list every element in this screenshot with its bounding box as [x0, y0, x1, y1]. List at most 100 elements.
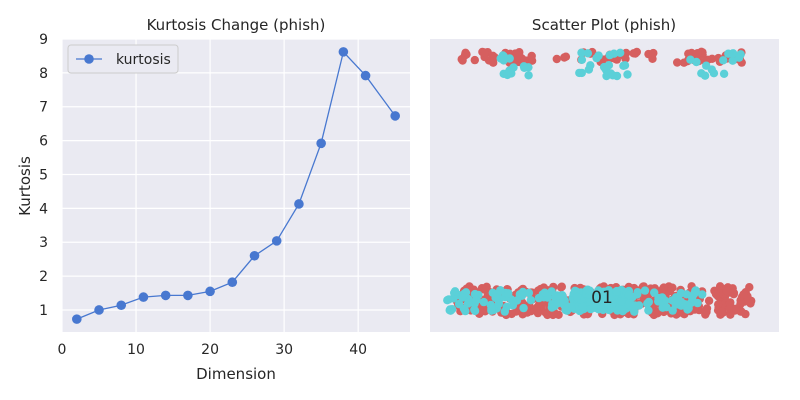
scatter-point-class-1	[578, 302, 587, 312]
scatter-point-class-0	[693, 49, 702, 58]
x-tick-label: 10	[127, 342, 145, 358]
kurtosis-series	[72, 47, 400, 324]
scatter-point-class-1	[688, 293, 697, 303]
scatter-point-class-0	[518, 310, 527, 319]
scatter-point-class-1	[488, 288, 497, 297]
scatter-point-class-1	[570, 286, 580, 295]
kurtosis-point	[360, 70, 371, 81]
y-tick-label: 9	[39, 32, 48, 48]
scatter-point-class-1	[526, 296, 536, 305]
kurtosis-point	[338, 47, 349, 57]
scatter-point-class-0	[673, 58, 682, 67]
scatter-point-class-1	[586, 61, 595, 70]
kurtosis-point	[294, 199, 304, 209]
scatter-point-class-0	[470, 55, 479, 65]
scatter-point-class-1	[693, 298, 702, 308]
scatter-point-class-1	[683, 301, 692, 310]
scatter-point-class-1	[668, 306, 677, 315]
kurtosis-point	[316, 138, 326, 149]
scatter-point-class-1	[616, 297, 626, 306]
scatter-point-class-1	[459, 304, 469, 313]
kurtosis-point	[160, 290, 171, 301]
scatter-point-class-0	[714, 300, 723, 309]
scatter-point-class-1	[502, 302, 511, 311]
scatter-point-class-0	[717, 307, 726, 317]
scatter-point-class-1	[577, 55, 587, 64]
kurtosis-point	[249, 250, 260, 261]
scatter-point-class-1	[612, 71, 622, 81]
scatter-point-class-1	[606, 69, 615, 78]
y-axis-label: Kurtosis	[16, 156, 34, 216]
y-tick-label: 4	[39, 201, 48, 217]
scatter-point-class-0	[561, 52, 571, 61]
scatter-point-class-1	[520, 63, 529, 72]
kurtosis-point	[227, 277, 238, 288]
scatter-point-class-1	[472, 295, 481, 304]
scatter-point-class-0	[679, 58, 689, 67]
y-tick-label: 3	[39, 235, 48, 251]
scatter-point-class-0	[739, 290, 748, 299]
scatter-point-class-1	[517, 291, 527, 300]
scatter-point-class-0	[704, 296, 714, 305]
scatter-point-class-1	[519, 303, 528, 313]
y-tick-label: 5	[39, 167, 48, 183]
left-tick-labels: 0 10 20 30 40 1 2 3 4 5 6 7 8 9	[39, 32, 367, 358]
scatter-point-class-1	[692, 57, 701, 67]
scatter-point-class-1	[458, 293, 467, 302]
scatter-point-class-0	[731, 304, 741, 313]
scatter-point-class-1	[496, 54, 505, 63]
scatter-point-class-1	[583, 49, 593, 58]
scatter-point-class-1	[698, 290, 707, 299]
scatter-point-class-1	[524, 71, 533, 80]
scatter-point-class-1	[625, 298, 635, 307]
scatter-point-class-1	[609, 49, 619, 58]
legend-box	[67, 44, 179, 74]
scatter-point-class-1	[612, 286, 621, 296]
scatter-point-class-1	[524, 288, 534, 298]
scatter-point-class-0	[527, 51, 536, 61]
scatter-point-class-1	[572, 292, 582, 302]
kurtosis-point	[205, 286, 215, 297]
scatter-point-class-1	[496, 286, 505, 296]
scatter-point-class-1	[719, 56, 728, 65]
scatter-point-class-0	[746, 299, 755, 308]
scatter-point-class-0	[711, 289, 721, 299]
scatter-point-class-1	[662, 303, 671, 312]
scatter-point-class-1	[494, 299, 504, 308]
scatter-point-class-1	[602, 297, 611, 306]
kurtosis-point	[94, 305, 104, 315]
y-tick-label: 2	[39, 269, 48, 285]
scatter-point-class-0	[745, 283, 754, 292]
y-tick-label: 6	[39, 134, 48, 150]
scatter-point-class-1	[479, 297, 488, 307]
scatter-point-class-1	[728, 56, 737, 65]
scatter-point-class-1	[547, 287, 556, 296]
scatter-point-class-1	[604, 286, 613, 295]
x-tick-label: 20	[201, 342, 219, 358]
kurtosis-point	[183, 290, 193, 301]
left-chart-title: Kurtosis Change (phish)	[147, 16, 326, 34]
scatter-point-class-1	[719, 69, 729, 79]
y-tick-label: 7	[39, 100, 48, 116]
scatter-point-class-1	[623, 70, 632, 79]
scatter-point-class-1	[592, 300, 601, 309]
scatter-point-class-1	[630, 307, 639, 316]
scatter-point-class-1	[691, 286, 700, 296]
scatter-points	[443, 47, 756, 320]
scatter-point-class-0	[480, 48, 489, 57]
scatter-point-class-1	[650, 288, 659, 297]
x-tick-label: 40	[349, 342, 367, 358]
left-grid	[61, 38, 410, 332]
kurtosis-point	[72, 314, 82, 324]
scatter-point-class-1	[470, 305, 479, 314]
scatter-point-class-0	[701, 307, 710, 316]
right-chart-title: Scatter Plot (phish)	[532, 16, 676, 34]
scatter-point-class-1	[505, 66, 514, 75]
scatter-point-class-1	[619, 61, 628, 70]
x-tick-label: 0	[58, 342, 67, 358]
scatter-point-class-1	[625, 290, 634, 299]
kurtosis-chart: 0 10 20 30 40 1 2 3 4 5 6 7 8 9 Kurtosis Change (phis…	[16, 16, 410, 383]
legend-marker-swatch	[84, 54, 94, 64]
scatter-point-class-1	[554, 291, 564, 300]
